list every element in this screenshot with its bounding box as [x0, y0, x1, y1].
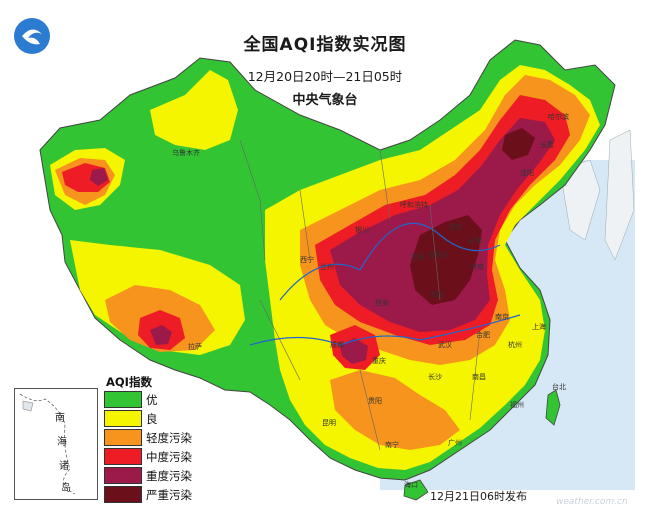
cma-logo	[12, 16, 52, 56]
zone-heavy-xinjiang	[90, 168, 108, 186]
city-label: 广州	[448, 439, 462, 447]
zone-moderate-north-west	[150, 70, 238, 150]
zone-heavy-sichuan	[340, 338, 368, 364]
legend-swatch	[104, 410, 142, 427]
city-label: 郑州	[430, 291, 444, 299]
city-label: 重庆	[372, 357, 386, 365]
city-label: 长春	[540, 141, 554, 149]
legend-item: 优	[104, 390, 224, 409]
south-china-sea-inset: 南 海 诸 岛	[14, 388, 98, 500]
inset-label: 诸	[59, 461, 69, 472]
inset-label: 岛	[61, 483, 71, 494]
city-label: 昆明	[322, 419, 336, 427]
city-label: 杭州	[508, 341, 522, 349]
city-label: 沈阳	[520, 169, 534, 177]
zone-light-south	[330, 370, 460, 450]
city-label: 福州	[510, 401, 524, 409]
legend-item: 良	[104, 409, 224, 428]
map-title: 全国AQI指数实况图	[243, 35, 407, 55]
city-label: 太原	[410, 253, 424, 261]
city-label: 贵阳	[368, 397, 382, 405]
city-label: 南京	[495, 313, 509, 321]
legend-label: 中度污染	[146, 449, 192, 464]
zone-severe-northeast	[502, 128, 535, 160]
city-label: 济南	[470, 263, 484, 271]
city-label: 上海	[532, 323, 546, 331]
legend-label: 轻度污染	[146, 430, 192, 445]
yangtze-river	[249, 314, 521, 346]
city-label: 台北	[552, 383, 566, 391]
city-label: 西宁	[300, 256, 314, 264]
legend-label: 良	[146, 411, 158, 426]
city-label: 海口	[404, 481, 418, 489]
hainan-land	[403, 479, 429, 501]
legend-swatch	[104, 467, 142, 484]
city-label: 南昌	[472, 373, 486, 381]
korea-land	[559, 159, 601, 241]
legend-item: 严重污染	[104, 485, 224, 504]
taiwan-land	[545, 389, 561, 426]
yellow-river	[279, 222, 501, 301]
inset-map	[19, 393, 76, 495]
city-label: 西安	[375, 299, 389, 307]
city-label: 北京	[448, 223, 462, 231]
legend-label: 优	[146, 392, 158, 407]
agency-name: 中央气象台	[292, 93, 358, 108]
city-label: 石家庄	[428, 251, 449, 259]
zone-heavy-tibet	[150, 325, 172, 345]
city-label: 拉萨	[188, 343, 202, 351]
city-label: 呼和浩特	[400, 201, 428, 209]
province-boundary	[239, 139, 481, 451]
city-label: 银川	[355, 226, 369, 234]
japan-land	[604, 129, 635, 261]
zone-severe-hebei	[410, 215, 482, 305]
city-label: 南宁	[385, 441, 399, 449]
legend-item: 轻度污染	[104, 428, 224, 447]
city-label: 武汉	[438, 341, 452, 349]
watermark: weather.com.cn	[556, 497, 628, 507]
legend-swatch	[104, 429, 142, 446]
time-range: 12月20日20时—21日05时	[247, 69, 403, 84]
legend-label: 重度污染	[146, 468, 192, 483]
legend-title: AQI指数	[106, 375, 152, 389]
legend-item: 中度污染	[104, 447, 224, 466]
legend-swatch	[104, 448, 142, 465]
city-label: 合肥	[476, 331, 490, 339]
issue-time: 12月21日06时发布	[430, 490, 527, 503]
city-label: 成都	[330, 341, 344, 349]
city-label: 乌鲁木齐	[172, 149, 200, 157]
legend-label: 严重污染	[146, 487, 192, 502]
city-label: 兰州	[320, 263, 334, 271]
inset-label: 海	[57, 437, 67, 448]
city-label: 哈尔滨	[548, 113, 569, 121]
city-label: 天津	[468, 237, 482, 245]
legend-item: 重度污染	[104, 466, 224, 485]
inset-label: 南	[55, 413, 65, 424]
legend-swatch	[104, 486, 142, 503]
legend-swatch	[104, 391, 142, 408]
city-label: 长沙	[428, 373, 442, 381]
aqi-legend: AQI指数 优 良 轻度污染 中度污染 重度污染 严重污染	[104, 374, 224, 504]
